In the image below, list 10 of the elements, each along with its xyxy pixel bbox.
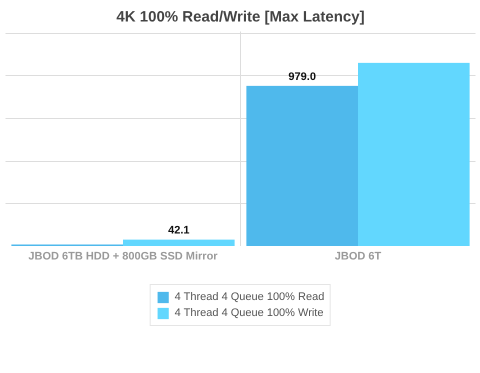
x-tick-label: JBOD 6TB HDD + 800GB SSD Mirror xyxy=(28,250,218,262)
data-label: 979.0 xyxy=(288,70,316,83)
x-tick-label: JBOD 6T xyxy=(334,250,382,262)
bar xyxy=(246,86,358,246)
bar xyxy=(358,62,470,246)
legend-label: 4 Thread 4 Queue 100% Write xyxy=(174,307,324,319)
data-label: 42.1 xyxy=(168,224,190,237)
chart-title: 4K 100% Read/Write [Max Latency] xyxy=(116,8,365,26)
bar xyxy=(123,240,235,246)
legend-label: 4 Thread 4 Queue 100% Read xyxy=(174,291,324,303)
